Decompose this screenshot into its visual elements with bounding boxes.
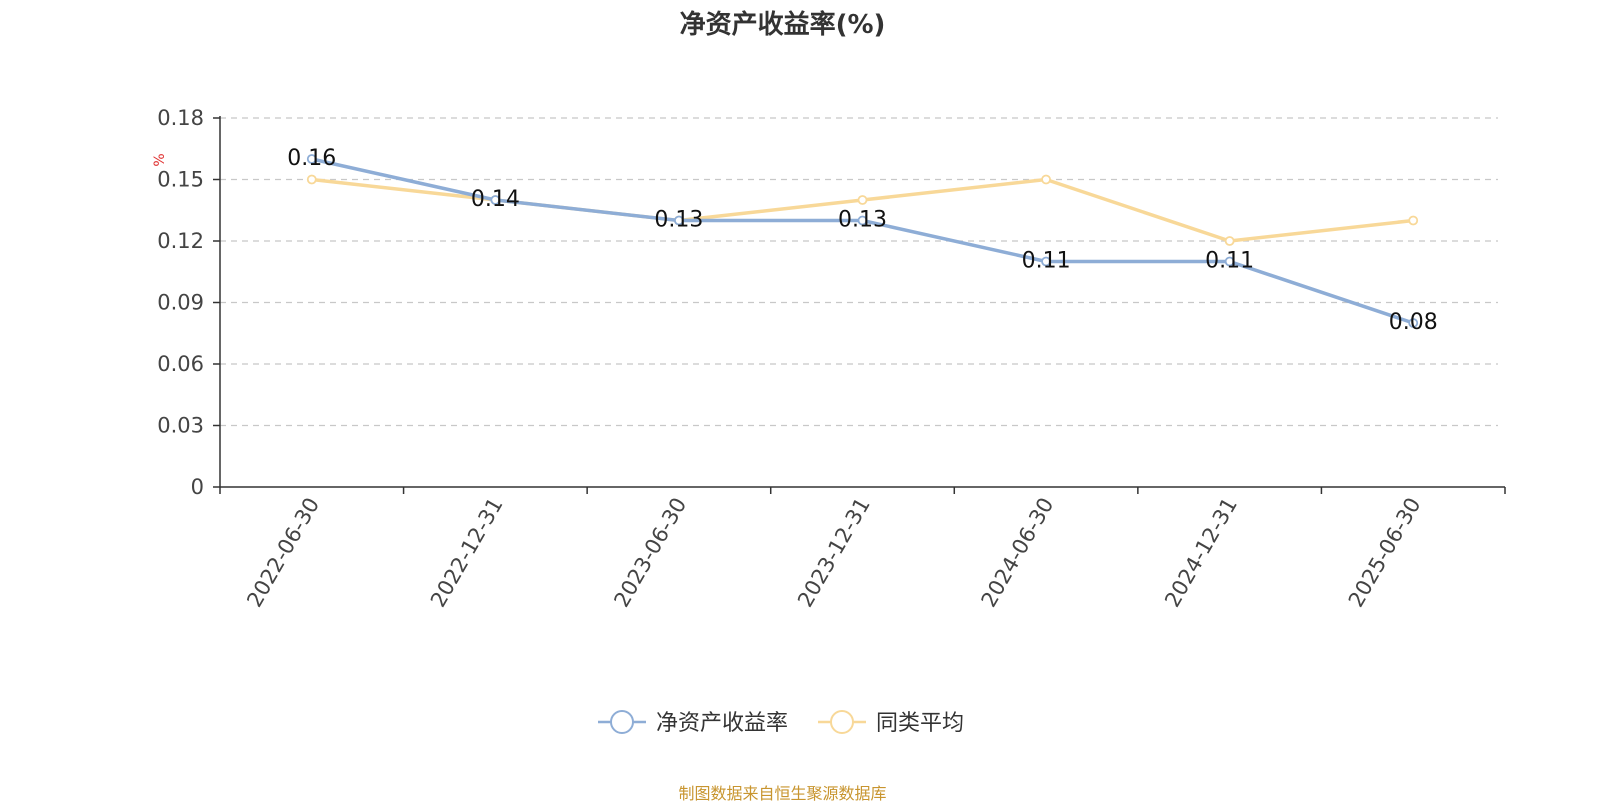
data-label: 0.16	[287, 146, 336, 171]
data-point	[490, 195, 501, 205]
y-tick-label: 0.09	[157, 291, 204, 315]
data-point	[857, 215, 868, 226]
data-point	[1041, 256, 1051, 267]
y-tick-label: 0.12	[157, 229, 204, 253]
data-point	[1224, 236, 1235, 246]
data-point	[1041, 174, 1051, 185]
data-point	[1408, 215, 1419, 226]
source-note: 制图数据来自恒生聚源数据库	[678, 784, 887, 803]
y-tick-label: 0.06	[157, 352, 204, 376]
legend-label-1: 同类平均	[876, 711, 964, 736]
data-point	[857, 195, 868, 205]
y-tick-label: 0.15	[157, 168, 204, 192]
x-tick-label: 2025-06-30	[1344, 494, 1426, 612]
y-tick-label: 0	[191, 475, 204, 499]
x-tick-label: 2024-12-31	[1160, 494, 1242, 612]
data-point	[1408, 318, 1419, 328]
y-tick-label: 0.03	[157, 414, 204, 438]
data-label: 0.08	[1389, 310, 1438, 335]
series-lines	[306, 154, 1419, 328]
y-tick-label: 0.18	[157, 106, 204, 130]
x-tick-label: 2024-06-30	[977, 494, 1059, 612]
legend-marker-1	[830, 710, 854, 734]
x-tick-label: 2022-06-30	[242, 494, 324, 612]
x-tick-label: 2023-12-31	[793, 494, 875, 612]
data-label: 0.13	[838, 208, 887, 233]
chart-title: 净资产收益率(%)	[679, 10, 886, 40]
x-tick-label: 2022-12-31	[426, 494, 508, 612]
data-label: 0.14	[471, 187, 520, 212]
legend-label-0: 净资产收益率	[656, 711, 788, 736]
data-label: 0.11	[1205, 249, 1254, 274]
axes: 0 0.03 0.06 0.09 0.12 0.15 0.18% 2022-06-30 2022…	[152, 106, 1506, 612]
legend: 净资产收益率 同类平均	[598, 710, 964, 736]
data-point	[1224, 256, 1235, 267]
y-axis-label: %	[152, 153, 168, 166]
data-label: 0.13	[654, 208, 703, 233]
data-label: 0.11	[1022, 249, 1071, 274]
data-labels: 0.16 0.14 0.13 0.13 0.11 0.11 0.08	[287, 146, 1437, 335]
data-point	[674, 215, 684, 226]
grid-lines	[220, 117, 1498, 427]
legend-marker-0	[610, 710, 634, 734]
x-tick-label: 2023-06-30	[609, 494, 691, 612]
data-point	[306, 174, 317, 185]
data-point	[306, 154, 317, 164]
